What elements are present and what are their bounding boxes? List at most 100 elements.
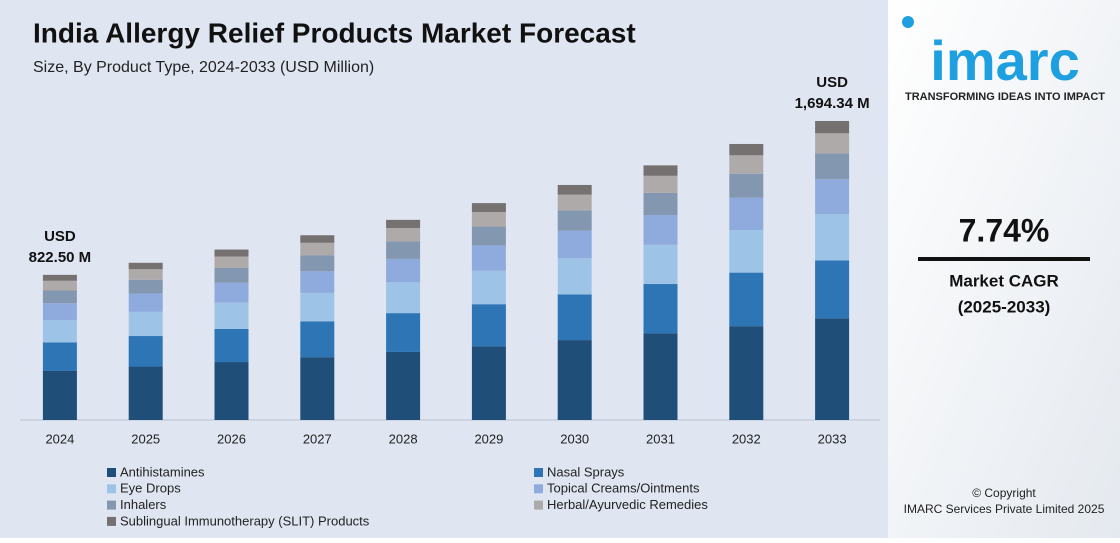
cagr-period: (2025-2033) — [958, 297, 1051, 316]
legend-label: Topical Creams/Ointments — [547, 481, 700, 496]
bar-segment — [300, 242, 335, 256]
chart-subtitle: Size, By Product Type, 2024-2033 (USD Mi… — [33, 59, 374, 76]
bar-segment — [386, 282, 421, 314]
bar-segment — [557, 184, 592, 195]
bar-segment — [386, 241, 421, 259]
bar-segment — [471, 270, 506, 305]
x-tick-label: 2030 — [560, 431, 589, 446]
bar-segment — [128, 336, 163, 367]
bar-segment — [471, 203, 506, 213]
x-tick-label: 2031 — [646, 431, 675, 446]
bar-segment — [386, 351, 421, 420]
x-tick-label: 2024 — [45, 431, 74, 446]
legend-swatch — [107, 500, 116, 510]
bar-segment — [471, 226, 506, 246]
bar-segment — [214, 302, 249, 329]
legend-label: Nasal Sprays — [547, 464, 625, 479]
bar-segment — [42, 274, 77, 281]
x-tick-label: 2029 — [474, 431, 503, 446]
bar-segment — [214, 328, 249, 363]
bar-segment — [815, 153, 850, 180]
legend-label: Herbal/Ayurvedic Remedies — [547, 497, 708, 512]
legend-label: Inhalers — [120, 497, 167, 512]
bar-segment — [729, 272, 764, 327]
cagr-label: Market CAGR — [949, 271, 1059, 290]
bar-segment — [42, 303, 77, 321]
bar-segment — [643, 244, 678, 285]
bar-segment — [42, 320, 77, 343]
x-tick-label: 2033 — [818, 431, 847, 446]
total-label: USD — [44, 228, 76, 245]
bar-segment — [557, 294, 592, 341]
legend-swatch — [107, 516, 116, 526]
bar-segment — [300, 271, 335, 293]
bar-segment — [214, 249, 249, 257]
bar-segment — [214, 256, 249, 268]
bar-segment — [643, 165, 678, 176]
bar-segment — [214, 362, 249, 420]
bar-segment — [557, 230, 592, 259]
x-tick-label: 2032 — [732, 431, 761, 446]
legend-swatch — [107, 484, 116, 494]
legend-label: Eye Drops — [120, 481, 181, 496]
bar-segment — [643, 192, 678, 216]
bar-segment — [386, 313, 421, 352]
bar-segment — [729, 197, 764, 231]
bar-segment — [128, 293, 163, 312]
sidebar-background — [888, 0, 1120, 538]
legend-swatch — [534, 468, 543, 477]
bar-segment — [643, 175, 678, 193]
bar-segment — [557, 194, 592, 211]
chart-title: India Allergy Relief Products Market For… — [33, 17, 636, 48]
bar-segment — [729, 143, 764, 156]
bar-segment — [128, 366, 163, 420]
bar-segment — [815, 260, 850, 319]
total-label: USD — [816, 74, 848, 91]
bar-segment — [729, 230, 764, 273]
x-tick-label: 2025 — [131, 431, 160, 446]
bar-segment — [815, 121, 850, 134]
bar-segment — [386, 219, 421, 229]
bar-segment — [815, 318, 850, 420]
bar-segment — [729, 155, 764, 174]
owner: IMARC Services Private Limited 2025 — [904, 502, 1105, 516]
bar-segment — [815, 133, 850, 154]
tagline: TRANSFORMING IDEAS INTO IMPACT — [905, 91, 1105, 103]
legend-label: Antihistamines — [120, 464, 205, 479]
bar-segment — [471, 245, 506, 271]
total-label: 822.50 M — [29, 249, 92, 266]
bar-segment — [471, 346, 506, 420]
x-tick-label: 2026 — [217, 431, 246, 446]
logo-dot — [902, 16, 914, 28]
bar-segment — [643, 333, 678, 420]
bar-segment — [300, 235, 335, 243]
bar-segment — [128, 279, 163, 294]
legend-swatch — [534, 484, 543, 494]
bar-segment — [300, 292, 335, 322]
bar-segment — [300, 321, 335, 358]
bar-segment — [643, 215, 678, 245]
bar-segment — [471, 304, 506, 347]
bar-segment — [42, 290, 77, 304]
bar-segment — [214, 282, 249, 303]
legend-swatch — [107, 468, 116, 477]
cagr-value: 7.74% — [959, 212, 1050, 248]
legend-label: Sublingual Immunotherapy (SLIT) Products — [120, 513, 370, 528]
bar-segment — [300, 357, 335, 420]
bar-segment — [557, 340, 592, 420]
x-tick-label: 2027 — [303, 431, 332, 446]
bar-segment — [386, 258, 421, 283]
copyright: © Copyright — [972, 486, 1036, 500]
bar-segment — [557, 258, 592, 295]
total-label: 1,694.34 M — [795, 95, 870, 112]
logo: imarc — [930, 29, 1079, 92]
bar-segment — [42, 342, 77, 371]
bar-segment — [128, 311, 163, 337]
bar-segment — [729, 326, 764, 420]
bar-segment — [471, 212, 506, 227]
bar-segment — [815, 179, 850, 215]
bar-segment — [42, 370, 77, 420]
bar-segment — [557, 210, 592, 231]
bar-segment — [300, 255, 335, 272]
